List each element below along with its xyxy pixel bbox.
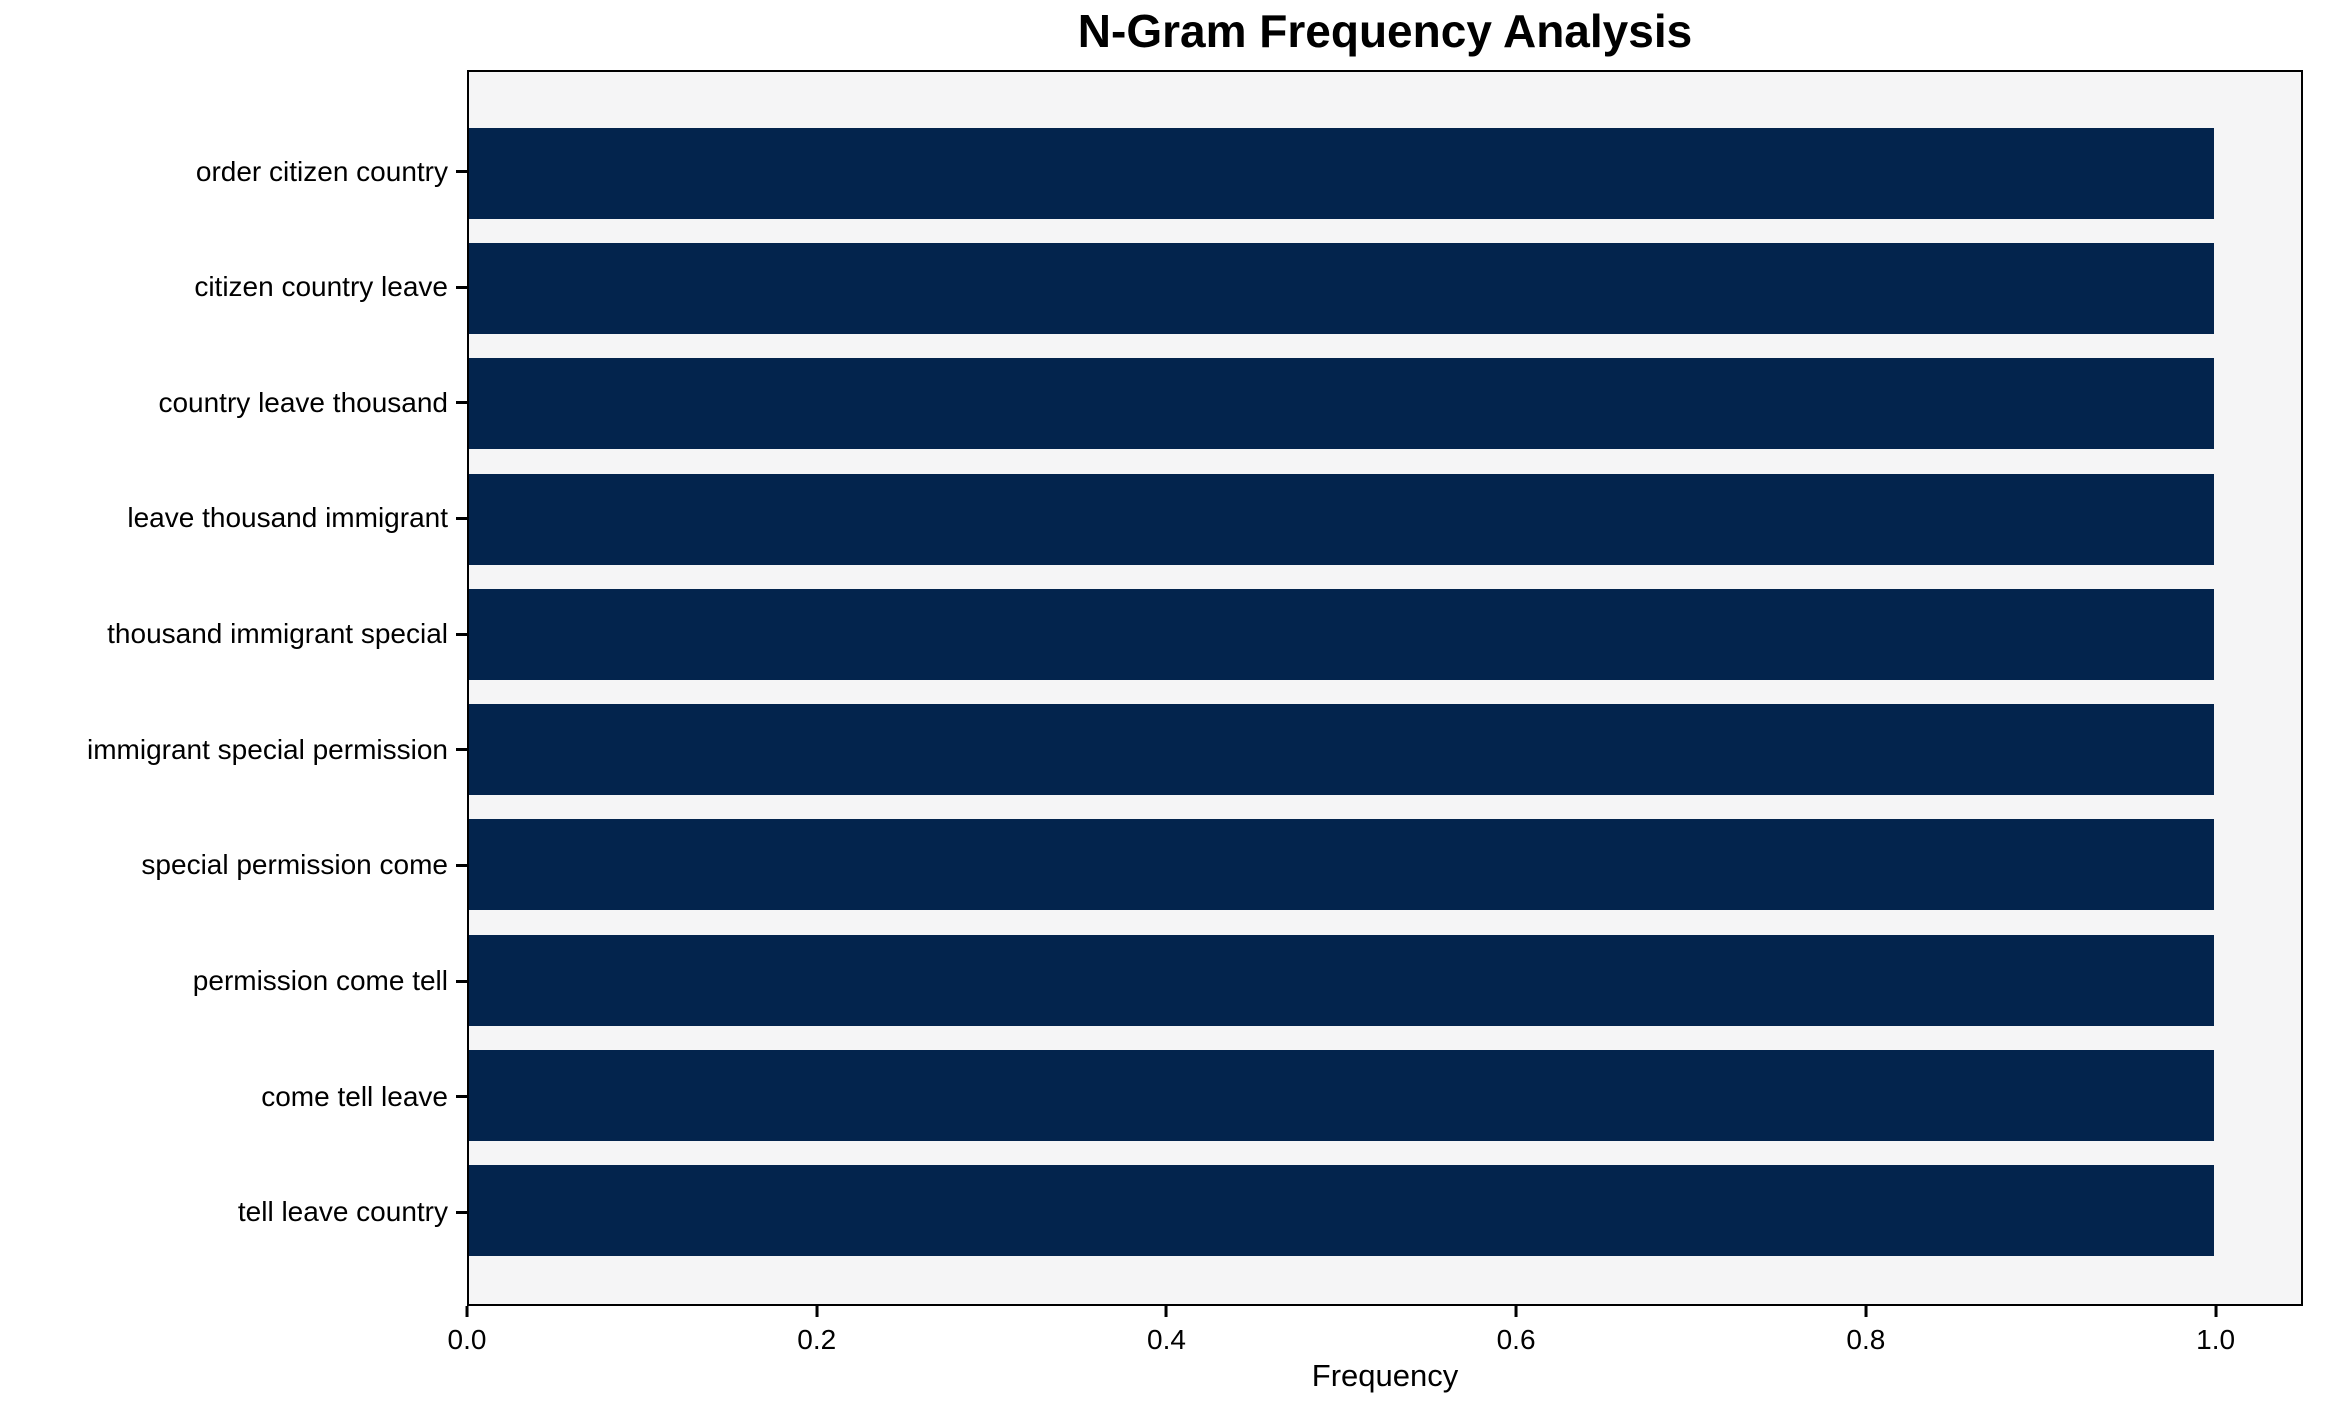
x-tick: 1.0 bbox=[2196, 1306, 2235, 1356]
x-tick-mark bbox=[815, 1306, 819, 1317]
x-tick-label: 0.0 bbox=[447, 1324, 487, 1355]
x-tick-label: 1.0 bbox=[2196, 1324, 2236, 1355]
x-axis-title: Frequency bbox=[1311, 1358, 1459, 1393]
y-tick-mark bbox=[456, 170, 467, 173]
bar bbox=[469, 358, 2214, 450]
y-tick-label: immigrant special permission bbox=[86, 733, 448, 765]
y-tick-label: special permission come bbox=[141, 849, 448, 881]
y-tick-mark bbox=[456, 632, 467, 636]
y-tick-mark bbox=[456, 516, 467, 520]
y-tick-mark bbox=[456, 285, 467, 289]
x-tick-mark bbox=[2214, 1306, 2218, 1317]
y-tick-label: permission come tell bbox=[192, 965, 448, 997]
bar-row bbox=[469, 128, 2301, 219]
x-axis: 0.0 0.2 0.4 0.6 0.8 1.0 bbox=[448, 1306, 2303, 1370]
x-tick-label: 0.6 bbox=[1496, 1324, 1536, 1355]
y-axis-label-row: permission come tell bbox=[0, 936, 467, 1027]
bar bbox=[469, 704, 2214, 796]
bar-row bbox=[469, 473, 2301, 565]
x-tick-label: 0.2 bbox=[797, 1324, 837, 1355]
plot-area bbox=[467, 70, 2303, 1306]
bar bbox=[469, 473, 2214, 565]
y-tick-mark bbox=[456, 863, 467, 867]
x-tick: 0.4 bbox=[1147, 1306, 1186, 1356]
bar-row bbox=[469, 358, 2301, 450]
y-axis-label-row: special permission come bbox=[0, 820, 467, 911]
y-tick-label: country leave thousand bbox=[158, 386, 448, 418]
y-tick-mark bbox=[456, 1210, 467, 1214]
x-tick: 0.2 bbox=[797, 1306, 836, 1356]
bar bbox=[469, 128, 2214, 219]
bar bbox=[469, 1049, 2214, 1141]
y-tick-label: citizen country leave bbox=[194, 271, 448, 303]
x-tick: 0.6 bbox=[1497, 1306, 1536, 1356]
x-tick-mark bbox=[465, 1306, 469, 1317]
y-axis-label-row: come tell leave bbox=[0, 1051, 467, 1142]
y-tick-label: tell leave country bbox=[237, 1196, 448, 1228]
y-axis-label-row: tell leave country bbox=[0, 1167, 467, 1258]
bars-container bbox=[469, 72, 2301, 1304]
x-tick-mark bbox=[1165, 1306, 1169, 1317]
y-tick-mark bbox=[456, 748, 467, 752]
bar-row bbox=[469, 1049, 2301, 1141]
x-tick-label: 0.4 bbox=[1147, 1324, 1186, 1355]
y-tick-mark bbox=[456, 401, 467, 405]
bar-row bbox=[469, 704, 2301, 796]
y-axis-label-row: immigrant special permission bbox=[0, 704, 467, 795]
bar bbox=[469, 819, 2214, 911]
y-axis-label-row: country leave thousand bbox=[0, 357, 467, 448]
bar-row bbox=[469, 588, 2301, 680]
y-tick-label: thousand immigrant special bbox=[107, 618, 448, 650]
y-axis-labels: order citizen country citizen country le… bbox=[0, 70, 467, 1306]
y-axis-label-row: thousand immigrant special bbox=[0, 589, 467, 680]
chart-title: N-Gram Frequency Analysis bbox=[1077, 5, 1693, 57]
x-tick: 0.8 bbox=[1846, 1306, 1885, 1356]
x-tick-label: 0.8 bbox=[1846, 1324, 1886, 1355]
bar-row bbox=[469, 243, 2301, 335]
y-axis-label-row: order citizen country bbox=[0, 126, 467, 217]
y-tick-label: order citizen country bbox=[195, 155, 448, 187]
bar-row bbox=[469, 1164, 2301, 1256]
y-tick-label: come tell leave bbox=[261, 1080, 448, 1112]
y-tick-mark bbox=[456, 979, 467, 983]
y-tick-mark bbox=[456, 1095, 467, 1099]
bar bbox=[469, 588, 2214, 680]
bar bbox=[469, 1164, 2214, 1256]
x-tick-mark bbox=[1514, 1306, 1518, 1317]
y-axis-label-row: leave thousand immigrant bbox=[0, 473, 467, 564]
y-axis-label-row: citizen country leave bbox=[0, 242, 467, 333]
bar bbox=[469, 934, 2214, 1026]
x-tick: 0.0 bbox=[447, 1306, 487, 1356]
bar bbox=[469, 243, 2214, 335]
bar-row bbox=[469, 819, 2301, 911]
x-tick-mark bbox=[1864, 1306, 1868, 1317]
y-tick-label: leave thousand immigrant bbox=[127, 502, 448, 534]
bar-row bbox=[469, 934, 2301, 1026]
